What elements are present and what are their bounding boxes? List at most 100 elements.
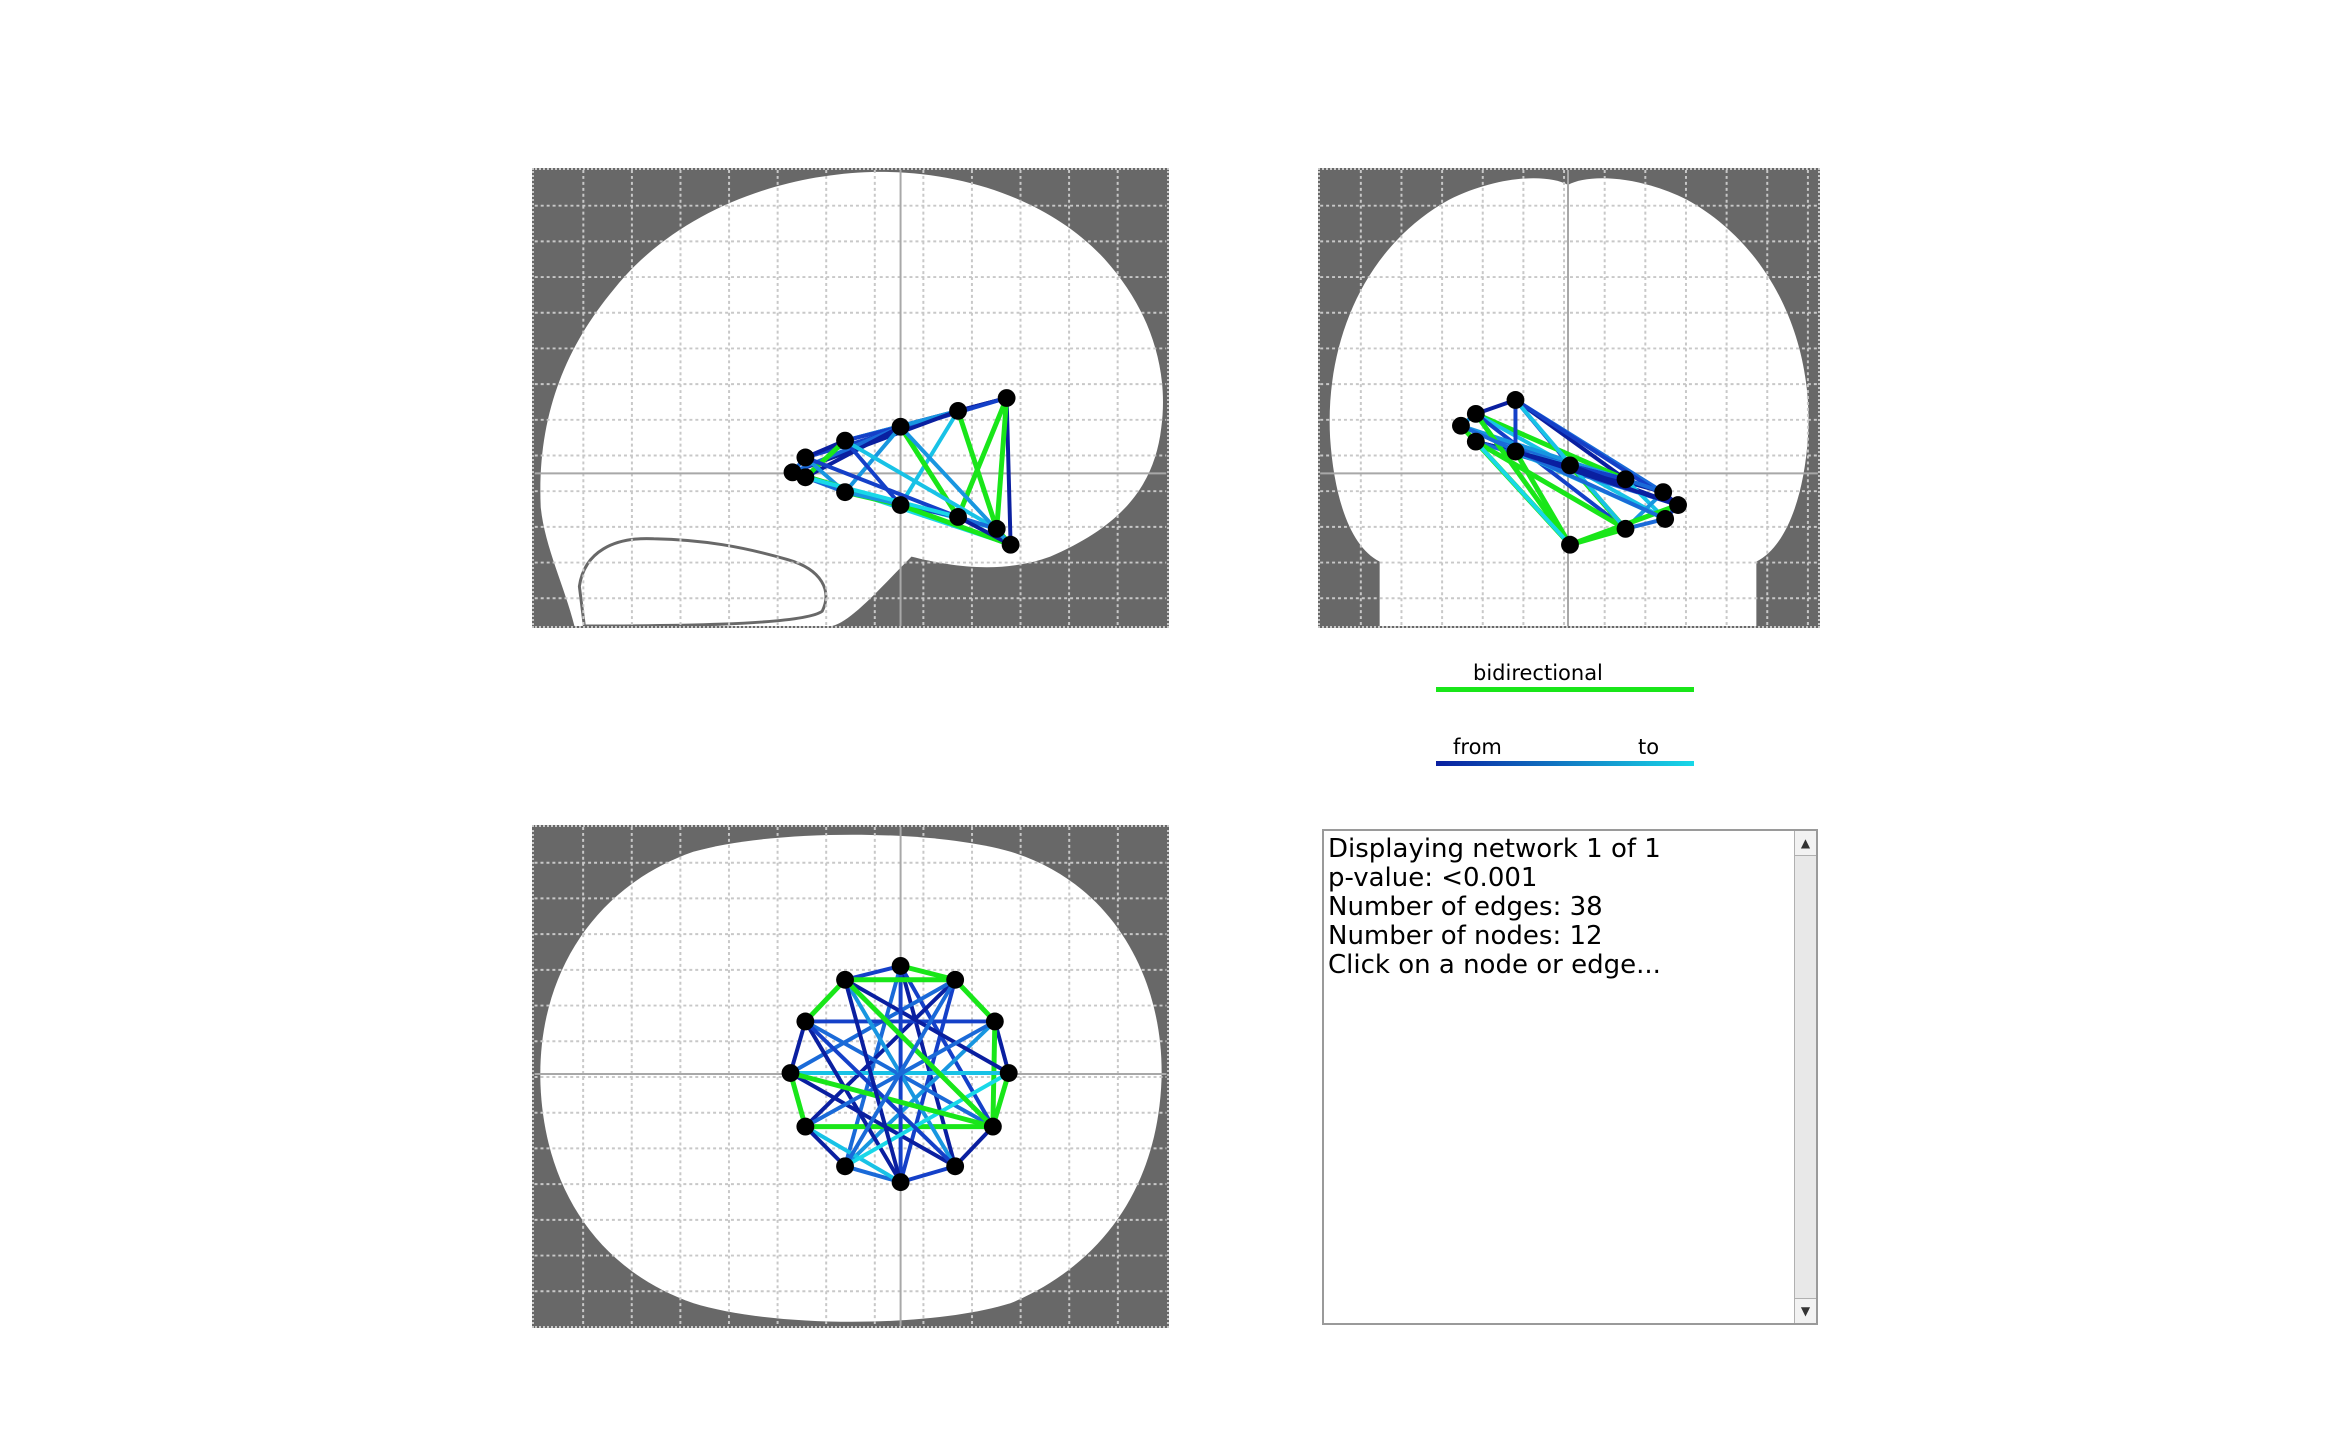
- sagittal-edge[interactable]: [956, 514, 1013, 547]
- coronal-node[interactable]: [1656, 510, 1675, 528]
- coronal-node[interactable]: [1561, 535, 1579, 554]
- coronal-node[interactable]: [1452, 416, 1470, 435]
- sagittal-node[interactable]: [997, 389, 1016, 407]
- axial-node[interactable]: [796, 1012, 815, 1031]
- sagittal-brain-silhouette: [540, 171, 1163, 626]
- axial-node[interactable]: [983, 1117, 1002, 1136]
- axial-node[interactable]: [796, 1117, 815, 1136]
- axial-node[interactable]: [891, 1173, 910, 1192]
- sagittal-view[interactable]: [532, 168, 1169, 628]
- axial-edge[interactable]: [788, 1070, 996, 1130]
- sagittal-edge[interactable]: [994, 395, 1010, 532]
- axial-edge[interactable]: [788, 1019, 808, 1076]
- axial-edge[interactable]: [803, 1124, 848, 1169]
- sagittal-nodes[interactable]: [783, 389, 1020, 554]
- info-line-nodes: Number of nodes: 12: [1328, 921, 1603, 951]
- axial-brain-silhouette: [540, 834, 1162, 1322]
- coronal-node[interactable]: [1616, 519, 1635, 538]
- axial-canvas[interactable]: [534, 827, 1167, 1326]
- legend-direction-gradient: [1436, 761, 1694, 766]
- axial-node[interactable]: [946, 1157, 965, 1176]
- axial-edge[interactable]: [802, 977, 848, 1024]
- axial-edge[interactable]: [953, 1124, 995, 1169]
- axial-edge[interactable]: [843, 977, 903, 1185]
- axial-edge[interactable]: [843, 1019, 997, 1169]
- axial-edge[interactable]: [803, 977, 958, 1129]
- network-info-listbox[interactable]: Displaying network 1 of 1 p-value: <0.00…: [1322, 829, 1818, 1325]
- axial-edges[interactable]: [788, 963, 1012, 1185]
- network-info-text: Displaying network 1 of 1 p-value: <0.00…: [1328, 835, 1790, 1319]
- axial-edge[interactable]: [788, 1070, 808, 1130]
- sagittal-node[interactable]: [987, 519, 1006, 538]
- sagittal-node[interactable]: [891, 496, 910, 514]
- axial-node[interactable]: [836, 970, 854, 989]
- info-line-instruction: Click on a node or edge...: [1328, 950, 1661, 980]
- legend-from-label: from: [1453, 735, 1502, 759]
- info-line-network: Displaying network 1 of 1: [1328, 834, 1661, 864]
- coronal-edge[interactable]: [1473, 439, 1572, 547]
- sagittal-node[interactable]: [836, 431, 854, 450]
- axial-edge[interactable]: [952, 977, 998, 1024]
- sagittal-edge[interactable]: [802, 438, 848, 480]
- axial-edge[interactable]: [990, 1070, 1012, 1130]
- axial-edge[interactable]: [842, 977, 996, 1130]
- axial-edge[interactable]: [843, 1071, 1011, 1169]
- axial-edge[interactable]: [898, 1164, 958, 1185]
- axial-edge[interactable]: [843, 977, 958, 1169]
- axial-node[interactable]: [781, 1064, 800, 1082]
- coronal-node[interactable]: [1506, 391, 1525, 409]
- legend-bidirectional-line: [1436, 687, 1694, 692]
- scroll-up-arrow-icon[interactable]: ▲: [1795, 831, 1816, 856]
- sagittal-canvas[interactable]: [534, 170, 1167, 626]
- sagittal-node[interactable]: [796, 448, 815, 467]
- coronal-canvas[interactable]: [1320, 170, 1818, 626]
- sagittal-edge[interactable]: [843, 438, 903, 508]
- coronal-edge[interactable]: [1513, 449, 1681, 508]
- coronal-node[interactable]: [1506, 442, 1525, 461]
- axial-edge[interactable]: [898, 977, 958, 1185]
- axial-node[interactable]: [836, 1157, 854, 1176]
- coronal-edge[interactable]: [1473, 411, 1628, 482]
- axial-node[interactable]: [946, 970, 965, 989]
- coronal-node[interactable]: [1466, 404, 1485, 423]
- sagittal-node[interactable]: [836, 483, 854, 502]
- sagittal-node[interactable]: [891, 417, 910, 436]
- axial-nodes[interactable]: [781, 956, 1018, 1192]
- info-scrollbar[interactable]: ▲ ▼: [1794, 831, 1816, 1323]
- axial-node[interactable]: [891, 956, 910, 975]
- coronal-node[interactable]: [1561, 456, 1579, 475]
- axial-edge[interactable]: [803, 1019, 958, 1169]
- coronal-node[interactable]: [1669, 496, 1687, 514]
- axial-node[interactable]: [999, 1064, 1018, 1082]
- axial-edge[interactable]: [898, 963, 958, 1169]
- legend-bidirectional-label: bidirectional: [1473, 661, 1603, 685]
- sagittal-edge[interactable]: [803, 455, 961, 519]
- coronal-edge[interactable]: [1458, 423, 1668, 521]
- sagittal-edge[interactable]: [1004, 396, 1013, 547]
- sagittal-edge[interactable]: [955, 408, 1000, 532]
- axial-view[interactable]: [532, 825, 1169, 1328]
- sagittal-edge[interactable]: [843, 438, 999, 531]
- axial-edge[interactable]: [843, 1164, 903, 1185]
- coronal-brain-silhouette: [1329, 178, 1809, 626]
- coronal-edge[interactable]: [1473, 411, 1573, 548]
- sagittal-node[interactable]: [949, 508, 967, 526]
- coronal-nodes[interactable]: [1452, 391, 1687, 554]
- coronal-edge[interactable]: [1473, 411, 1628, 531]
- sagittal-node[interactable]: [1001, 535, 1020, 554]
- coronal-edge[interactable]: [1567, 526, 1628, 548]
- coronal-view[interactable]: [1318, 168, 1820, 628]
- coronal-node[interactable]: [1616, 470, 1635, 489]
- sagittal-edge[interactable]: [803, 475, 961, 519]
- axial-edge[interactable]: [843, 963, 903, 1169]
- legend-to-label: to: [1638, 735, 1660, 759]
- coronal-node[interactable]: [1466, 432, 1485, 451]
- coronal-edge[interactable]: [1473, 439, 1628, 532]
- sagittal-edge[interactable]: [843, 424, 903, 495]
- sagittal-node[interactable]: [796, 468, 815, 487]
- axial-node[interactable]: [985, 1012, 1004, 1031]
- scroll-down-arrow-icon[interactable]: ▼: [1795, 1298, 1816, 1323]
- coronal-node[interactable]: [1654, 483, 1673, 502]
- sagittal-node[interactable]: [949, 401, 967, 420]
- info-line-p-value: p-value: <0.001: [1328, 863, 1538, 893]
